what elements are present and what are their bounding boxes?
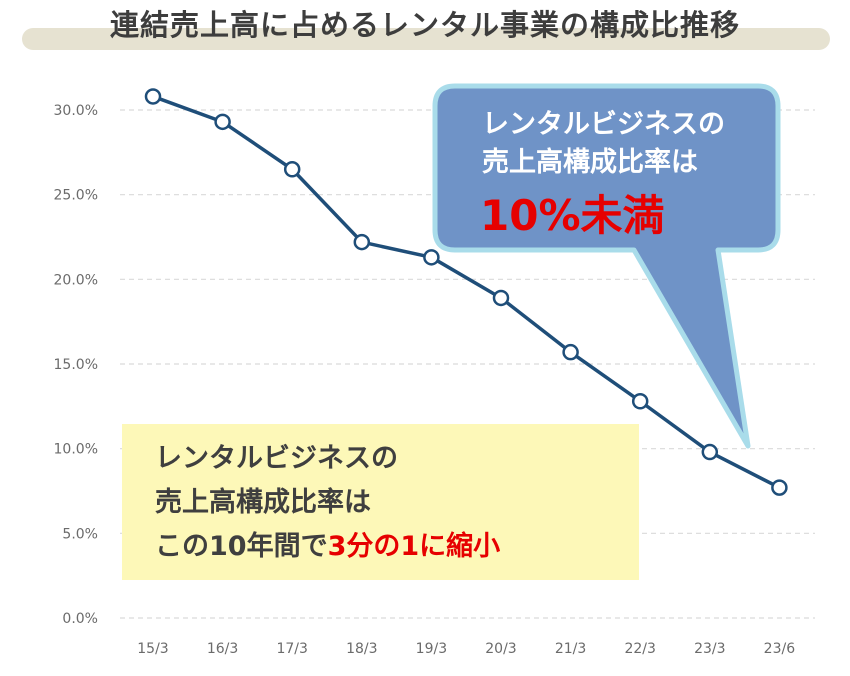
x-tick-label: 21/3: [555, 641, 586, 657]
data-point: [144, 88, 162, 105]
note-line-3-prefix: この10年間で: [155, 531, 328, 562]
note-line-3: この10年間で3分の1に縮小: [155, 524, 500, 563]
note-box: [122, 424, 639, 580]
callout-big-text: 10%未満: [480, 191, 665, 240]
callout-bubble: [432, 83, 781, 449]
x-tick-label: 23/3: [694, 641, 725, 657]
y-tick-label: 0.0%: [62, 611, 98, 627]
x-tick-label: 17/3: [276, 641, 307, 657]
y-tick-label: 30.0%: [54, 103, 98, 119]
x-tick-label: 22/3: [624, 641, 655, 657]
x-tick-label: 19/3: [416, 641, 447, 657]
data-point: [562, 343, 579, 361]
x-tick-label: 20/3: [485, 641, 516, 657]
note-line-1: レンタルビジネスの: [155, 443, 398, 474]
data-point: [283, 161, 301, 178]
callout-shape: [432, 83, 781, 449]
series-layer: [144, 88, 788, 496]
data-point: [492, 289, 510, 307]
y-axis-ticks: 0.0% 5.0% 10.0% 15.0% 20.0% 25.0% 30.0%: [54, 103, 98, 627]
y-tick-label: 15.0%: [54, 357, 98, 373]
x-tick-label: 15/3: [137, 641, 168, 657]
x-tick-label: 16/3: [207, 641, 238, 657]
y-tick-label: 20.0%: [54, 272, 98, 288]
chart-title: 連結売上高に占めるレンタル事業の構成比推移: [109, 8, 740, 42]
data-point: [771, 479, 788, 496]
callout-line-1: レンタルビジネスの: [482, 109, 725, 140]
data-point: [214, 113, 231, 131]
data-point: [423, 249, 440, 266]
x-axis-ticks: 15/3 16/3 17/3 18/3 19/3 20/3 21/3 22/3 23/3 23/6: [137, 641, 795, 657]
note-line-2: 売上高構成比率は: [155, 487, 371, 518]
x-tick-label: 23/6: [764, 641, 796, 657]
y-tick-label: 10.0%: [54, 442, 98, 458]
callout-line-2: 売上高構成比率は: [482, 147, 698, 178]
data-point: [701, 443, 719, 461]
x-tick-label: 18/3: [346, 641, 377, 657]
y-tick-label: 5.0%: [62, 526, 98, 542]
title-underline-bar: [22, 28, 830, 50]
note-line-3-highlight: 3分の1に縮小: [327, 531, 501, 562]
data-point: [353, 233, 371, 251]
y-tick-label: 25.0%: [54, 188, 98, 204]
data-point: [631, 393, 649, 410]
series-line: [152, 94, 781, 490]
